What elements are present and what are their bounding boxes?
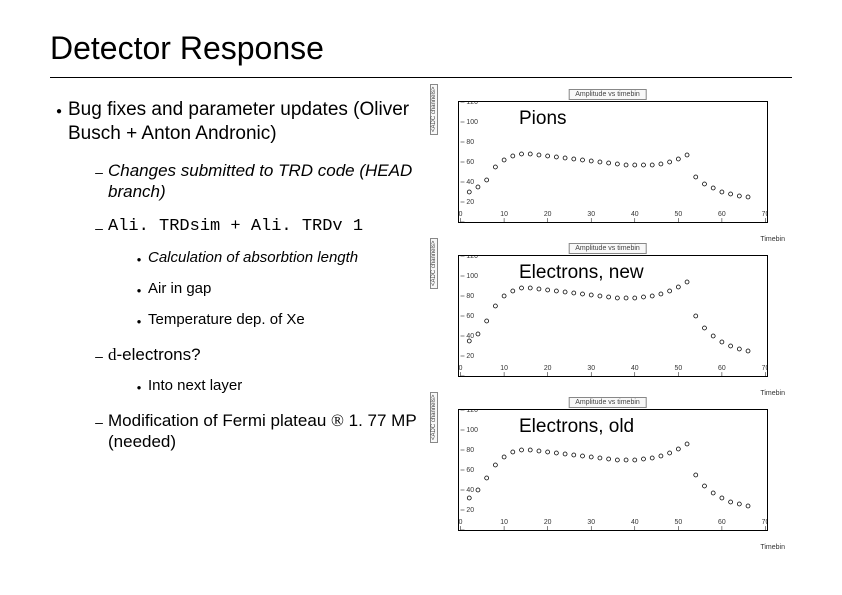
- bullet-text-code: Ali. TRDsim + Ali. TRDv 1: [108, 216, 420, 237]
- svg-text:0: 0: [459, 519, 463, 526]
- bullet-icon: ●: [50, 98, 68, 117]
- svg-text:80: 80: [466, 139, 474, 146]
- svg-text:0: 0: [459, 211, 463, 218]
- svg-text:0: 0: [459, 365, 463, 372]
- dash-icon: –: [90, 160, 108, 180]
- svg-text:60: 60: [718, 519, 726, 526]
- svg-text:100: 100: [466, 119, 478, 126]
- chart-annotation: Electrons, old: [519, 416, 634, 438]
- svg-text:70: 70: [762, 519, 767, 526]
- bullet-sub2b: ● Air in gap: [130, 280, 420, 299]
- plot-frame: Pions 0 10 20 30 40 50 60 70 20 40 60 80 100 120: [458, 101, 768, 223]
- delta-symbol: d: [108, 345, 117, 364]
- svg-text:50: 50: [675, 365, 683, 372]
- chart-ylabel: <ADC channels>: [430, 84, 438, 135]
- bullet-icon: ●: [130, 280, 148, 295]
- bullet-text: Into next layer: [148, 377, 420, 396]
- svg-text:60: 60: [466, 313, 474, 320]
- chart-ylabel: <ADC channels>: [430, 238, 438, 289]
- chart-title: Amplitude vs timebin: [568, 243, 647, 254]
- bullet-text: Air in gap: [148, 280, 420, 299]
- svg-text:60: 60: [718, 211, 726, 218]
- chart-xlabel: Timebin: [760, 390, 785, 397]
- svg-text:30: 30: [587, 211, 595, 218]
- bullet-sub1c: – d-electrons?: [90, 344, 420, 365]
- arrow-symbol: ®: [331, 411, 344, 430]
- svg-text:20: 20: [466, 353, 474, 360]
- svg-text:20: 20: [544, 365, 552, 372]
- bullet-icon: ●: [130, 377, 148, 392]
- fermi-pre: Modification of Fermi plateau: [108, 411, 331, 430]
- chart-electrons-old: Amplitude vs timebin <ADC channels> Elec…: [430, 401, 785, 549]
- bullet-sub1d: – Modification of Fermi plateau ® 1. 77 …: [90, 410, 420, 453]
- bullet-text: Bug fixes and parameter updates (Oliver …: [68, 98, 420, 146]
- svg-text:20: 20: [544, 211, 552, 218]
- chart-electrons-new: Amplitude vs timebin <ADC channels> Elec…: [430, 247, 785, 395]
- svg-text:120: 120: [466, 256, 478, 260]
- slide: Detector Response ● Bug fixes and parame…: [0, 0, 842, 595]
- bullet-sub2d: ● Into next layer: [130, 377, 420, 396]
- charts-column: Amplitude vs timebin <ADC channels> Pion…: [430, 93, 790, 555]
- svg-text:40: 40: [466, 179, 474, 186]
- svg-text:100: 100: [466, 273, 478, 280]
- svg-text:120: 120: [466, 410, 478, 414]
- chart-title: Amplitude vs timebin: [568, 397, 647, 408]
- bullet-sub1b: – Ali. TRDsim + Ali. TRDv 1: [90, 216, 420, 237]
- svg-text:20: 20: [466, 507, 474, 514]
- svg-text:120: 120: [466, 102, 478, 106]
- bullet-text: Temperature dep. of Xe: [148, 311, 420, 330]
- chart-ylabel: <ADC channels>: [430, 392, 438, 443]
- chart-annotation: Electrons, new: [519, 262, 644, 284]
- chart-title: Amplitude vs timebin: [568, 89, 647, 100]
- bullet-text: Modification of Fermi plateau ® 1. 77 MP…: [108, 410, 420, 453]
- svg-text:10: 10: [500, 365, 508, 372]
- dash-icon: –: [90, 410, 108, 430]
- svg-text:40: 40: [466, 487, 474, 494]
- plot-frame: Electrons, old 0 10 20 30 40 50 60 70 20 40 60 80 10…: [458, 409, 768, 531]
- content-area: ● Bug fixes and parameter updates (Olive…: [50, 93, 792, 555]
- chart-xlabel: Timebin: [760, 544, 785, 551]
- bullet-text: Changes submitted to TRD code (HEAD bran…: [108, 160, 420, 203]
- bullet-icon: ●: [130, 249, 148, 264]
- bullet-sub1a: – Changes submitted to TRD code (HEAD br…: [90, 160, 420, 203]
- chart-pions: Amplitude vs timebin <ADC channels> Pion…: [430, 93, 785, 241]
- svg-text:60: 60: [466, 159, 474, 166]
- bullet-list: ● Bug fixes and parameter updates (Olive…: [50, 93, 420, 555]
- bullet-text-rest: -electrons?: [117, 345, 201, 364]
- slide-title: Detector Response: [50, 30, 792, 67]
- dash-icon: –: [90, 216, 108, 236]
- chart-annotation: Pions: [519, 108, 567, 130]
- svg-text:30: 30: [587, 519, 595, 526]
- plot-svg: 0 10 20 30 40 50 60 70 20 40 60 80 100 120: [459, 102, 767, 222]
- dash-icon: –: [90, 344, 108, 364]
- bullet-sub2c: ● Temperature dep. of Xe: [130, 311, 420, 330]
- svg-text:70: 70: [762, 365, 767, 372]
- svg-text:40: 40: [631, 519, 639, 526]
- bullet-text: d-electrons?: [108, 344, 420, 365]
- plot-frame: Electrons, new 0102030405060702040608010…: [458, 255, 768, 377]
- bullet-icon: ●: [130, 311, 148, 326]
- svg-text:10: 10: [500, 211, 508, 218]
- svg-text:20: 20: [466, 199, 474, 206]
- svg-text:60: 60: [718, 365, 726, 372]
- svg-text:40: 40: [631, 211, 639, 218]
- svg-text:70: 70: [762, 211, 767, 218]
- title-rule: [50, 77, 792, 78]
- svg-text:10: 10: [500, 519, 508, 526]
- svg-text:50: 50: [675, 211, 683, 218]
- svg-text:60: 60: [466, 467, 474, 474]
- bullet-sub2a: ● Calculation of absorbtion length: [130, 249, 420, 268]
- svg-text:80: 80: [466, 447, 474, 454]
- svg-text:20: 20: [544, 519, 552, 526]
- bullet-main: ● Bug fixes and parameter updates (Olive…: [50, 98, 420, 146]
- svg-text:40: 40: [631, 365, 639, 372]
- svg-text:100: 100: [466, 427, 478, 434]
- bullet-text: Calculation of absorbtion length: [148, 249, 420, 268]
- svg-text:30: 30: [587, 365, 595, 372]
- svg-text:80: 80: [466, 293, 474, 300]
- svg-text:50: 50: [675, 519, 683, 526]
- chart-xlabel: Timebin: [760, 236, 785, 243]
